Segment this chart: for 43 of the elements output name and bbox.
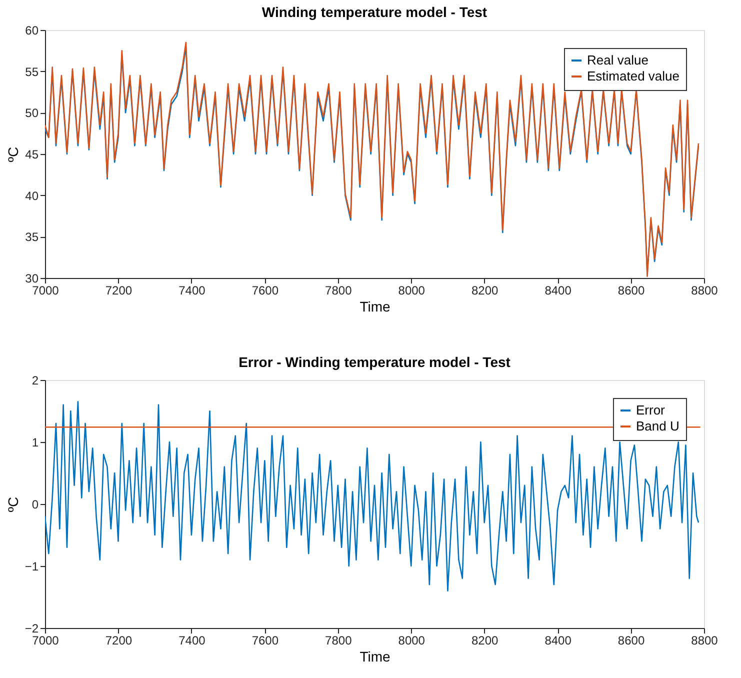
y-tick-label: 50 — [25, 106, 39, 120]
x-tick-label: 7200 — [105, 284, 132, 298]
y-axis-title: ºC — [5, 146, 22, 162]
x-axis-title: Time — [360, 648, 391, 664]
x-tick-label: 7400 — [178, 284, 206, 298]
chart-title: Winding temperature model - Test — [262, 4, 488, 20]
y-tick-label: −2 — [24, 622, 39, 636]
x-tick-label: 7400 — [178, 634, 206, 648]
x-tick-label: 8600 — [618, 634, 645, 648]
x-tick-label: 7200 — [105, 634, 132, 648]
x-tick-label: 7000 — [32, 634, 60, 648]
legend-label: Real value — [587, 52, 648, 68]
x-tick-label: 7600 — [252, 284, 279, 298]
x-tick-label: 7000 — [32, 284, 60, 298]
legend-label: Error — [636, 402, 666, 418]
x-tick-label: 8200 — [471, 634, 499, 648]
x-tick-label: 8000 — [398, 284, 426, 298]
x-tick-label: 7600 — [252, 634, 279, 648]
x-tick-label: 7800 — [325, 634, 352, 648]
y-tick-label: 40 — [25, 188, 39, 203]
y-tick-label: 55 — [25, 64, 39, 79]
y-tick-label: −1 — [24, 560, 39, 574]
x-tick-label: 8400 — [544, 634, 572, 648]
x-tick-label: 8800 — [691, 634, 718, 648]
x-tick-label: 8000 — [398, 634, 426, 648]
y-tick-label: 2 — [32, 374, 39, 388]
x-tick-label: 8400 — [544, 284, 572, 298]
x-tick-label: 8600 — [618, 284, 645, 298]
x-axis-title: Time — [360, 298, 391, 314]
y-tick-label: 45 — [25, 148, 39, 162]
y-tick-label: 35 — [25, 230, 39, 244]
chart-title: Error - Winding temperature model - Test — [238, 354, 511, 370]
line-series — [45, 401, 700, 592]
x-tick-label: 8200 — [471, 284, 499, 298]
x-tick-label: 8800 — [691, 284, 718, 298]
y-axis-title: ºC — [4, 496, 21, 512]
y-tick-label: 0 — [32, 498, 39, 512]
y-tick-label: 30 — [25, 272, 39, 286]
y-tick-label: 60 — [25, 24, 39, 38]
legend-label: Band U — [636, 418, 680, 434]
x-tick-label: 7800 — [325, 284, 352, 298]
legend-label: Estimated value — [587, 68, 680, 84]
y-tick-label: 1 — [32, 436, 39, 450]
